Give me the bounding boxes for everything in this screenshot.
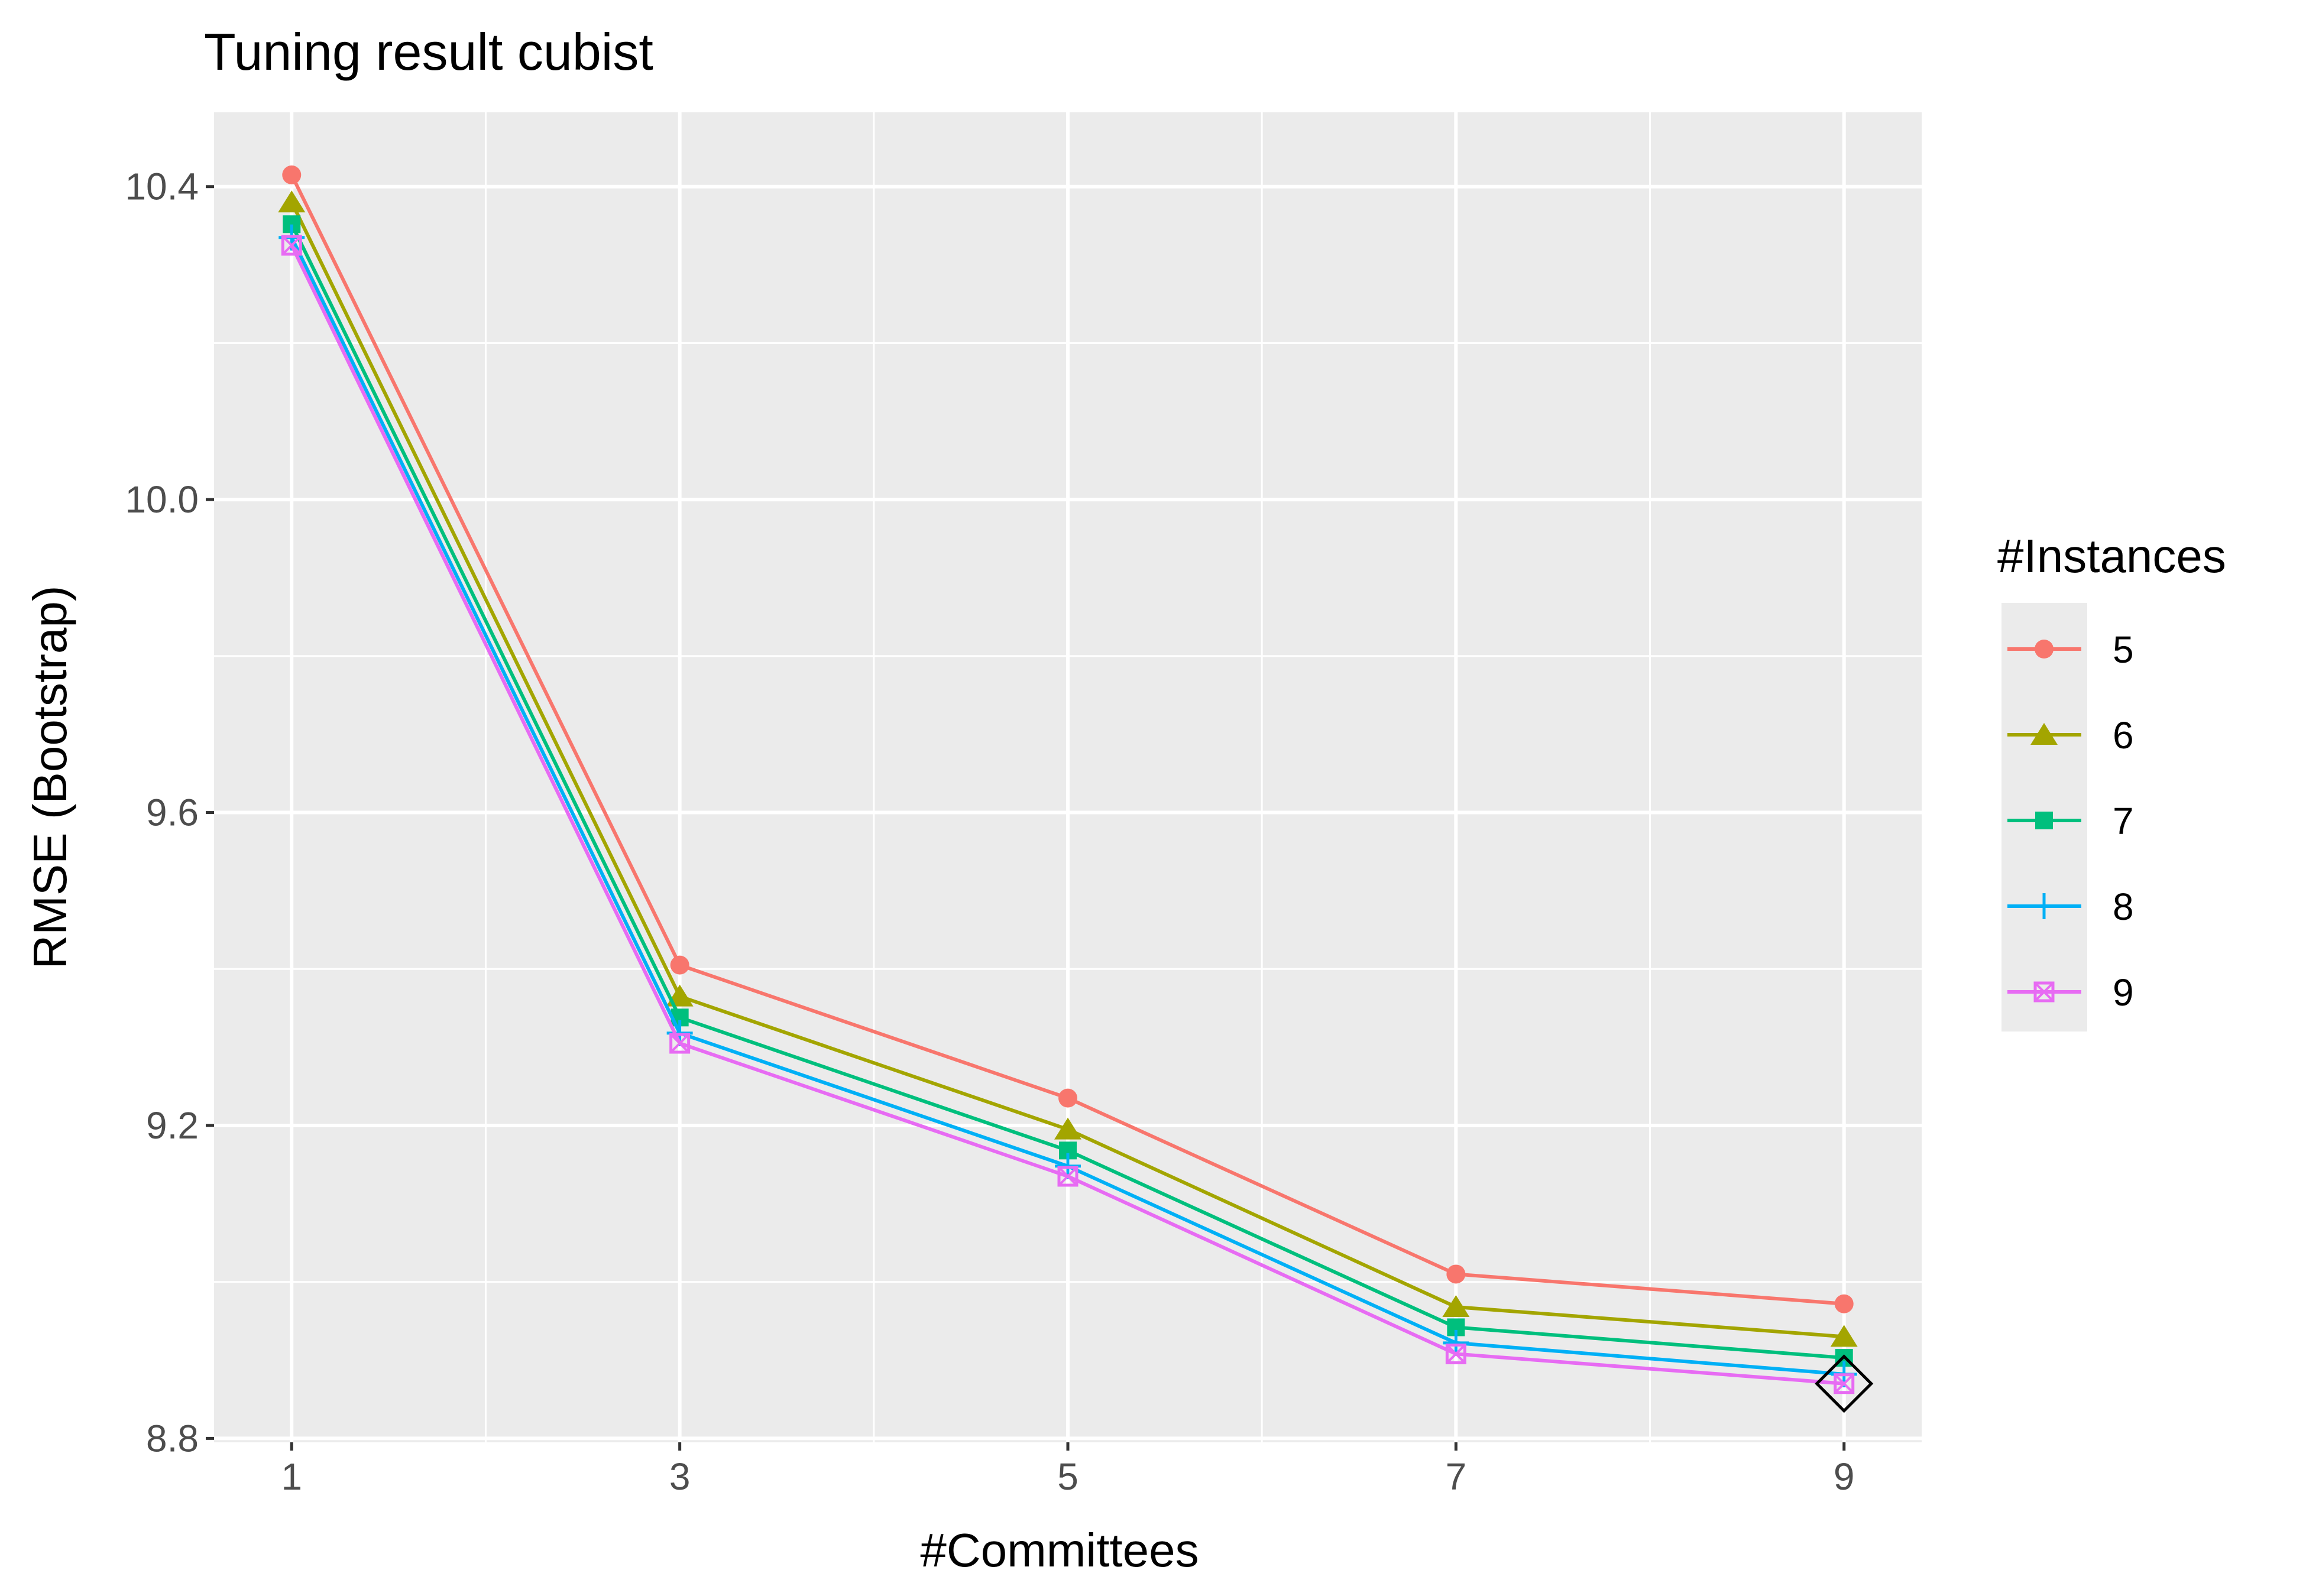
legend-label-5: 5 — [2113, 628, 2134, 671]
x-axis: 1 3 5 7 9 — [281, 1442, 1855, 1498]
data-point-9 — [669, 1033, 691, 1054]
y-tick-label: 8.8 — [146, 1417, 199, 1459]
x-axis-title: #Committees — [920, 1524, 1199, 1576]
y-tick-label: 10.0 — [125, 478, 199, 521]
data-point-6 — [1442, 1295, 1470, 1318]
x-tick-label: 7 — [1446, 1455, 1467, 1498]
data-point-5 — [670, 955, 689, 975]
legend-item-6: 6 — [2007, 714, 2134, 757]
y-tick-label: 10.4 — [125, 166, 199, 208]
legend-marker-9-d2 — [2034, 982, 2054, 1002]
y-tick-label: 9.6 — [146, 791, 199, 834]
data-point-9-d2 — [1058, 1166, 1078, 1186]
legend-item-5: 5 — [2007, 628, 2134, 671]
data-point-9-d2 — [1446, 1344, 1466, 1364]
y-tick-label: 9.2 — [146, 1104, 199, 1147]
data-point-9-d2 — [1834, 1374, 1854, 1394]
data-point-9-box — [1834, 1373, 1855, 1394]
x-tick-label: 5 — [1057, 1455, 1078, 1498]
legend-marker-6 — [2030, 723, 2058, 745]
data-point-9-box — [669, 1033, 691, 1054]
data-point-9-box — [1057, 1166, 1078, 1187]
y-axis-title: RMSE (Bootstrap) — [24, 585, 76, 969]
data-point-6 — [278, 190, 306, 213]
legend-item-9: 9 — [2007, 971, 2134, 1014]
data-point-5 — [1446, 1264, 1466, 1284]
data-point-9-d2 — [281, 235, 302, 255]
series-layer — [278, 165, 1858, 1394]
series-5 — [282, 165, 1854, 1313]
legend-title: #Instances — [1997, 530, 2226, 582]
data-point-8 — [1443, 1329, 1469, 1356]
data-point-9 — [1834, 1373, 1855, 1394]
legend-item-7: 7 — [2007, 800, 2134, 842]
data-point-5 — [1058, 1088, 1077, 1108]
x-tick-label: 3 — [669, 1455, 691, 1498]
data-point-9 — [281, 235, 302, 256]
legend-item-8: 8 — [2007, 885, 2134, 928]
legend-label-8: 8 — [2113, 885, 2134, 928]
data-point-5 — [282, 165, 302, 184]
data-point-9-box — [281, 235, 302, 256]
data-point-9 — [1057, 1166, 1078, 1187]
chart-title: Tuning result cubist — [204, 22, 653, 81]
x-tick-label: 9 — [1834, 1455, 1855, 1498]
legend: #Instances 5 6 7 8 9 — [1997, 530, 2226, 1031]
data-point-9 — [1445, 1343, 1466, 1364]
data-point-5 — [1834, 1294, 1854, 1313]
legend-marker-8 — [2031, 893, 2057, 919]
legend-items: 5 6 7 8 9 — [2007, 628, 2134, 1014]
data-point-6 — [1054, 1117, 1081, 1140]
legend-marker-7 — [2035, 812, 2053, 829]
legend-marker-5 — [2035, 640, 2054, 658]
legend-marker-9-box — [2033, 981, 2055, 1003]
best-point-diamond — [1815, 1354, 1874, 1413]
legend-label-7: 7 — [2113, 800, 2134, 842]
data-point-6 — [1830, 1325, 1858, 1347]
legend-label-9: 9 — [2113, 971, 2134, 1014]
series-9 — [281, 235, 1855, 1394]
data-point-9-box — [1445, 1343, 1466, 1364]
legend-label-6: 6 — [2113, 714, 2134, 757]
x-tick-label: 1 — [281, 1455, 302, 1498]
data-point-9-d2 — [670, 1033, 690, 1053]
legend-marker-9 — [2033, 981, 2055, 1003]
y-axis: 8.8 9.2 9.6 10.0 10.4 — [125, 166, 214, 1459]
best-point-highlight — [1815, 1354, 1874, 1413]
